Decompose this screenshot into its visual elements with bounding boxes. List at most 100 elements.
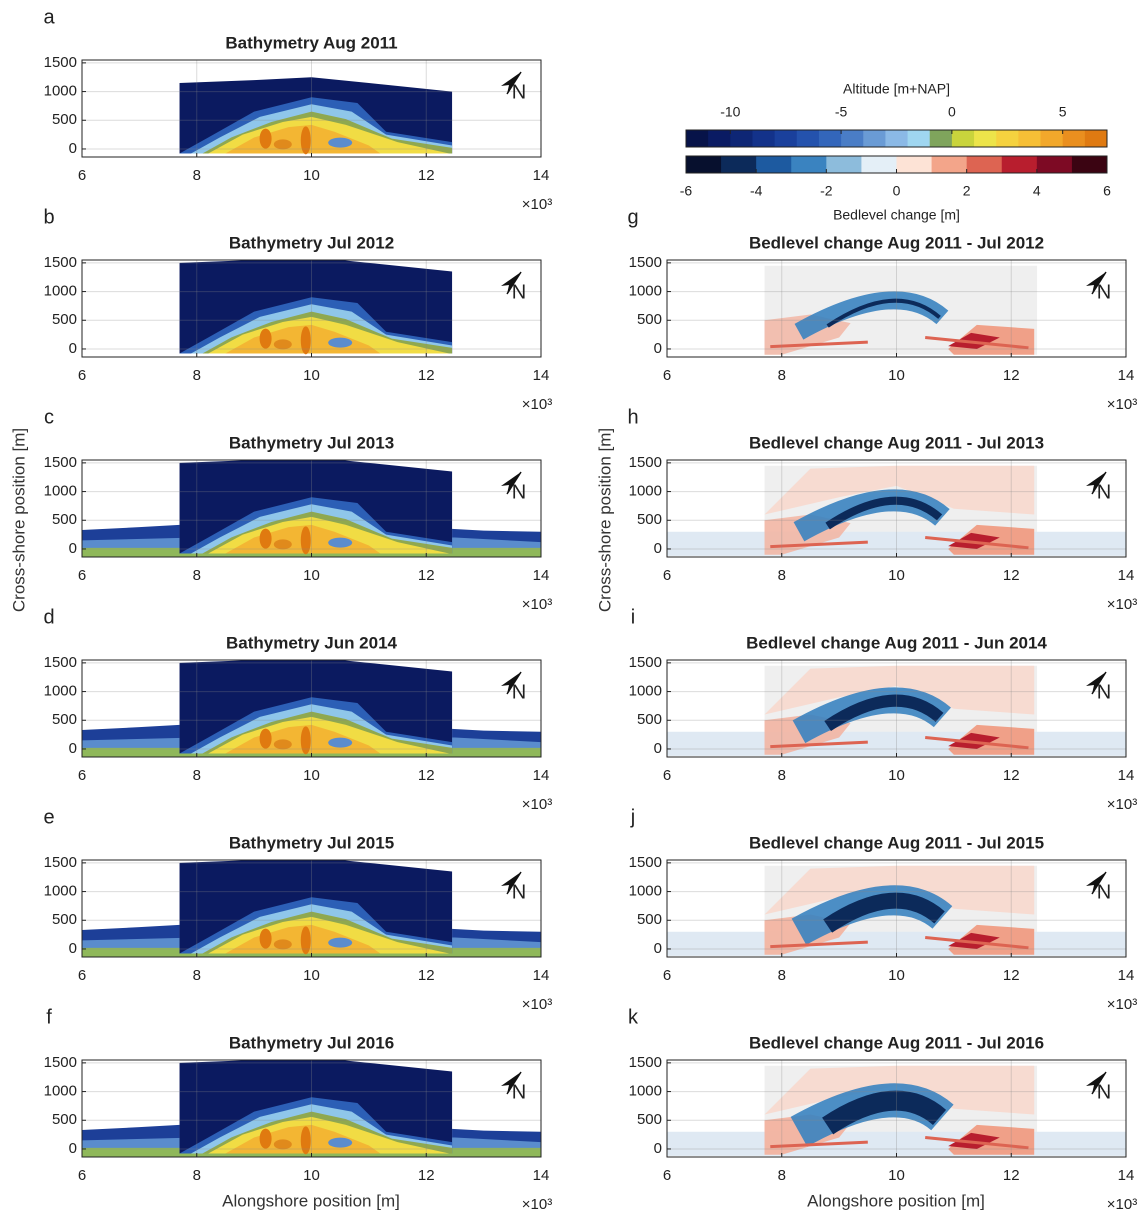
x-tick-label: 6 — [78, 967, 86, 984]
panel-letter: j — [630, 806, 635, 828]
colorbar-tick-label: 0 — [948, 104, 956, 120]
x-tick-label: 12 — [418, 167, 435, 184]
x-tick-label: 8 — [778, 767, 786, 784]
x-tick-label: 10 — [888, 967, 905, 984]
colorbar-segment — [1084, 130, 1108, 147]
field-patch — [273, 739, 292, 750]
field-patch — [764, 865, 1035, 915]
colorbar-segment — [708, 130, 731, 147]
colorbar-tick-label: -4 — [750, 183, 763, 199]
panel-letter: c — [44, 406, 54, 428]
colorbar-segment — [841, 130, 864, 147]
x-tick-label: 12 — [1003, 567, 1020, 584]
x-tick-label: 12 — [418, 1167, 435, 1184]
colorbar-frame — [685, 129, 1108, 148]
heatmap-image — [179, 77, 453, 155]
field-patch — [273, 139, 292, 150]
field-patch — [273, 1139, 292, 1150]
x-tick-label: 6 — [78, 567, 86, 584]
x-tick-label: 6 — [78, 367, 86, 384]
north-label: N — [512, 281, 526, 303]
colorbar-segment — [951, 130, 975, 147]
colorbar-tick-label: -6 — [680, 183, 693, 199]
field-patch — [825, 496, 943, 530]
y-tick-label: 1500 — [44, 54, 77, 71]
x-tick-label: 12 — [1003, 767, 1020, 784]
colorbar-segment — [1018, 130, 1042, 147]
heatmap-image — [667, 665, 1126, 756]
x-tick-label: 10 — [888, 767, 905, 784]
x-tick-label: 10 — [303, 767, 320, 784]
field-patch — [259, 1128, 272, 1149]
x-tick-label: 6 — [78, 1167, 86, 1184]
y-tick-label: 1000 — [629, 1083, 662, 1100]
colorbar-segment — [974, 130, 997, 147]
north-arrow — [1091, 271, 1107, 295]
y-tick-label: 1500 — [44, 654, 77, 671]
y-tick-label: 0 — [654, 940, 662, 957]
north-arrow — [1086, 1072, 1106, 1094]
field-patch — [273, 939, 292, 950]
y-tick-label: 1000 — [44, 683, 77, 700]
colorbar-segment — [929, 130, 953, 147]
y-tick-label: 1500 — [629, 854, 662, 871]
y-tick-label: 500 — [637, 711, 662, 728]
heatmap-image — [179, 260, 453, 355]
panel-title: Bathymetry Jul 2016 — [229, 1033, 394, 1052]
north-arrow — [506, 871, 522, 895]
x-tick-label: 14 — [533, 967, 550, 984]
y-axis-label: Cross-shore position [m] — [595, 428, 614, 612]
field-patch — [328, 1137, 353, 1148]
north-label: N — [512, 481, 526, 503]
panel-title: Bathymetry Aug 2011 — [225, 33, 397, 52]
panel-letter: k — [628, 1006, 639, 1028]
field-patch — [826, 298, 941, 328]
x-tick-label: 10 — [303, 1167, 320, 1184]
y-tick-label: 500 — [637, 1111, 662, 1128]
field-patch — [328, 737, 353, 748]
panel-letter: i — [631, 606, 635, 628]
colorbar-tick-label: -5 — [835, 104, 848, 120]
y-tick-label: 500 — [52, 111, 77, 128]
y-tick-label: 1000 — [44, 1083, 77, 1100]
panel-title: Bedlevel change Aug 2011 - Jul 2013 — [749, 433, 1044, 452]
x-tick-label: 14 — [1118, 367, 1135, 384]
y-tick-label: 1000 — [629, 883, 662, 900]
field-patch — [300, 726, 311, 755]
x-tick-label: 14 — [1118, 767, 1135, 784]
colorbar-label: Bedlevel change [m] — [833, 207, 960, 223]
colorbar-segment — [863, 130, 886, 147]
x-tick-label: 8 — [193, 967, 201, 984]
field-patch — [770, 735, 1029, 750]
heatmap-image — [82, 1060, 541, 1157]
north-arrow — [1091, 1071, 1107, 1095]
north-arrow — [1086, 672, 1106, 694]
heatmap-image — [667, 865, 1126, 956]
y-tick-label: 500 — [52, 511, 77, 528]
north-arrow — [501, 472, 521, 494]
x-tick-label: 6 — [663, 767, 671, 784]
y-tick-label: 1500 — [44, 454, 77, 471]
panel-letter: f — [46, 1006, 52, 1028]
colorbar-segment — [861, 156, 897, 173]
y-tick-label: 500 — [52, 311, 77, 328]
field-patch — [300, 1126, 311, 1155]
y-tick-label: 1000 — [44, 483, 77, 500]
y-tick-label: 1500 — [44, 854, 77, 871]
field-patch — [770, 335, 1029, 350]
y-tick-label: 500 — [637, 311, 662, 328]
colorbar-tick-label: -2 — [820, 183, 833, 199]
north-label: N — [1097, 881, 1111, 903]
north-arrow — [506, 271, 522, 295]
x-tick-label: 12 — [1003, 967, 1020, 984]
colorbar-segment — [826, 156, 862, 173]
x-tick-label: 14 — [533, 367, 550, 384]
x-tick-label: 10 — [303, 367, 320, 384]
colorbar-segment — [791, 156, 827, 173]
y-tick-label: 0 — [69, 740, 77, 757]
x-tick-label: 10 — [303, 167, 320, 184]
heatmap-image — [82, 460, 541, 557]
x-multiplier: ×10³ — [1107, 596, 1137, 613]
north-arrow — [1086, 272, 1106, 294]
x-multiplier: ×10³ — [1107, 796, 1137, 813]
